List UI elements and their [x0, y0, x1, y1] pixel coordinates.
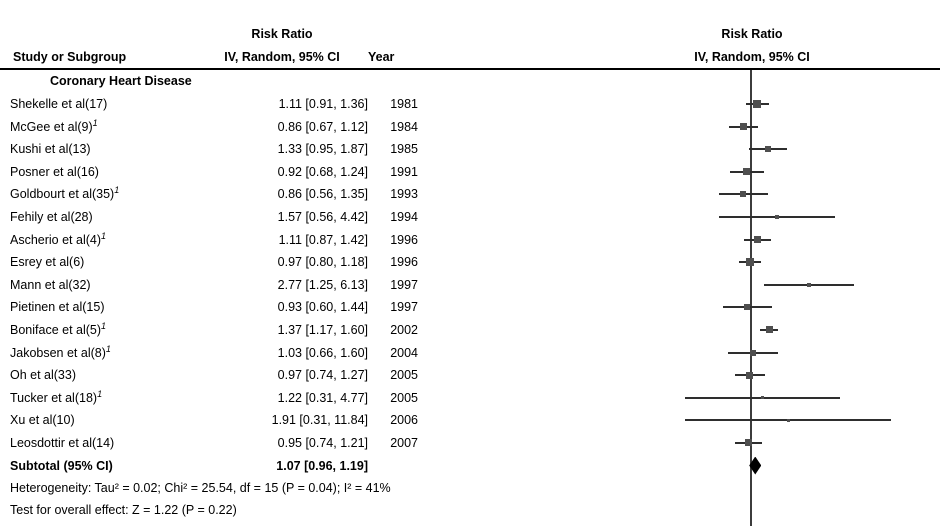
study-name: Xu et al(10) — [10, 413, 75, 428]
effect-column-subheader: IV, Random, 95% CI — [224, 50, 340, 64]
effect-estimate-text: 1.03 [0.66, 1.60] — [277, 345, 368, 360]
study-year: 1985 — [390, 142, 418, 157]
effect-marker — [750, 349, 757, 356]
footnote-marker: 1 — [105, 343, 111, 354]
effect-estimate-text: 2.77 [1.25, 6.13] — [277, 277, 368, 292]
footnote-marker: 1 — [101, 320, 107, 331]
subgroup-heading: Coronary Heart Disease — [50, 74, 192, 88]
effect-estimate-text: 0.97 [0.74, 1.27] — [277, 368, 368, 383]
study-name: Esrey et al(6) — [10, 255, 85, 270]
subtotal-diamond — [749, 456, 762, 475]
study-year: 1996 — [390, 255, 418, 270]
study-year: 1984 — [390, 119, 418, 134]
effect-estimate-text: 0.86 [0.56, 1.35] — [277, 187, 368, 202]
effect-estimate-text: 1.11 [0.87, 1.42] — [278, 232, 368, 247]
study-year: 1981 — [390, 96, 418, 111]
effect-estimate-text: 0.92 [0.68, 1.24] — [277, 164, 368, 179]
effect-marker — [775, 214, 779, 219]
effect-estimate-text: 1.22 [0.31, 4.77] — [277, 390, 368, 405]
study-year: 2005 — [390, 368, 418, 383]
effect-marker — [745, 258, 754, 267]
study-name: Kushi et al(13) — [10, 142, 91, 157]
effect-marker — [807, 282, 812, 287]
plot-title: Risk Ratio — [721, 27, 783, 41]
study-column-header: Study or Subgroup — [13, 50, 127, 64]
effect-estimate-text: 0.95 [0.74, 1.21] — [277, 435, 368, 450]
study-name: Fehily et al(28) — [10, 209, 93, 224]
effect-marker — [743, 168, 751, 176]
effect-marker — [786, 418, 790, 422]
study-name: Mann et al(32) — [10, 277, 91, 292]
subtotal-effect-text: 1.07 [0.96, 1.19] — [276, 458, 368, 473]
study-name: Goldbourt et al(35)1 — [10, 185, 120, 202]
study-year: 2002 — [390, 322, 418, 337]
header-rule — [0, 68, 940, 70]
study-year: 1997 — [390, 300, 418, 315]
study-name: Ascherio et al(4)1 — [10, 230, 107, 247]
effect-marker — [745, 439, 753, 447]
effect-estimate-text: 0.93 [0.60, 1.44] — [277, 300, 368, 315]
effect-estimate-text: 1.57 [0.56, 4.42] — [277, 209, 368, 224]
effect-estimate-text: 0.97 [0.80, 1.18] — [277, 255, 368, 270]
effect-estimate-text: 1.33 [0.95, 1.87] — [277, 142, 368, 157]
heterogeneity-text: Heterogeneity: Tau² = 0.02; Chi² = 25.54… — [10, 481, 391, 495]
subtotal-label: Subtotal (95% CI) — [10, 458, 113, 473]
study-year: 1997 — [390, 277, 418, 292]
study-name: Boniface et al(5)1 — [10, 320, 107, 337]
effect-marker — [740, 191, 746, 198]
effect-estimate-text: 1.91 [0.31, 11.84] — [271, 413, 368, 428]
study-year: 1996 — [390, 232, 418, 247]
study-year: 1994 — [390, 209, 418, 224]
study-year: 1991 — [390, 164, 418, 179]
footnote-marker: 1 — [114, 185, 120, 196]
effect-marker — [761, 396, 765, 400]
study-name: Jakobsen et al(8)1 — [10, 343, 111, 360]
footnote-marker: 1 — [97, 388, 103, 399]
effect-estimate-text: 0.86 [0.67, 1.12] — [277, 119, 368, 134]
study-name: Tucker et al(18)1 — [10, 388, 103, 405]
effect-estimate-text: 1.11 [0.91, 1.36] — [278, 96, 368, 111]
study-name: McGee et al(9)1 — [10, 117, 98, 134]
effect-column-title: Risk Ratio — [251, 27, 313, 41]
study-name: Pietinen et al(15) — [10, 300, 105, 315]
study-name: Posner et al(16) — [10, 164, 99, 179]
effect-marker — [764, 146, 771, 153]
study-year: 2007 — [390, 435, 418, 450]
study-name: Leosdottir et al(14) — [10, 435, 115, 450]
effect-marker — [765, 326, 773, 334]
year-column-header: Year — [368, 50, 395, 64]
footnote-marker: 1 — [92, 117, 98, 128]
study-year: 2004 — [390, 345, 418, 360]
null-effect-axis-line — [750, 70, 752, 526]
effect-estimate-text: 1.37 [1.17, 1.60] — [277, 322, 368, 337]
overall-effect-text: Test for overall effect: Z = 1.22 (P = 0… — [10, 503, 237, 517]
study-name: Oh et al(33) — [10, 368, 77, 383]
footnote-marker: 1 — [101, 230, 107, 241]
effect-marker — [753, 236, 761, 243]
effect-marker — [739, 123, 747, 130]
effect-marker — [746, 371, 754, 379]
effect-marker — [753, 99, 762, 108]
study-name: Shekelle et al(17) — [10, 96, 108, 111]
study-year: 2006 — [390, 413, 418, 428]
effect-marker — [744, 304, 751, 311]
study-year: 2005 — [390, 390, 418, 405]
study-year: 1993 — [390, 187, 418, 202]
plot-subtitle: IV, Random, 95% CI — [694, 50, 810, 64]
